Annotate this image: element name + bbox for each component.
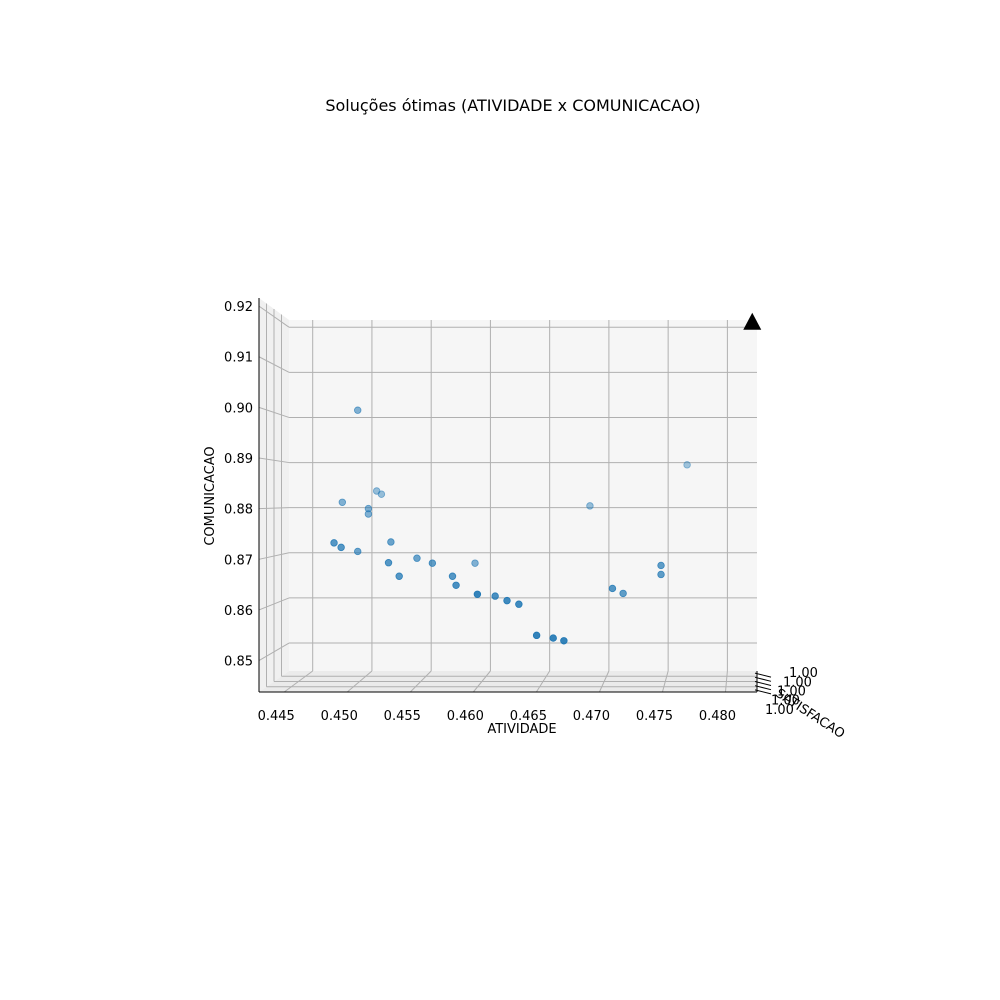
x-tick-label: 0.460: [447, 709, 484, 724]
data-point: [452, 581, 460, 589]
z-tick-label: 1.00: [789, 666, 818, 681]
data-points: [330, 406, 691, 645]
data-point: [448, 572, 457, 580]
data-point: [337, 543, 345, 552]
z-tick-mark: [754, 685, 772, 691]
x-tick-label: 0.455: [384, 709, 421, 724]
data-point: [515, 600, 523, 608]
data-point: [473, 590, 482, 599]
z-tick-labels: 1.001.001.001.001.00: [754, 666, 818, 718]
data-point: [491, 592, 499, 600]
x-tick-label: 0.470: [573, 709, 610, 724]
data-point: [395, 572, 403, 580]
y-tick-label: 0.90: [224, 401, 253, 416]
triangle-marker: [743, 312, 762, 330]
z-tick-mark: [754, 689, 772, 695]
y-tick-labels: 0.85 0.86 0.87 0.88 0.89 0.90 0.91 0.92: [224, 300, 253, 669]
axis-panes: [259, 298, 757, 692]
data-point: [586, 502, 594, 510]
y-tick-label: 0.85: [224, 655, 253, 670]
z-tick-label: 1.00: [783, 675, 812, 690]
data-point: [608, 584, 617, 593]
data-point: [503, 596, 511, 605]
data-point: [330, 539, 338, 547]
z-tick-mark: [754, 676, 772, 682]
y-tick-label: 0.91: [224, 351, 253, 366]
z-tick-label: 1.00: [765, 703, 794, 718]
z-tick-mark: [754, 672, 772, 678]
grid-lines: [258, 303, 757, 693]
z-tick-label: 1.00: [771, 694, 800, 709]
data-point: [384, 559, 393, 567]
data-point: [657, 570, 665, 579]
back-pane: [289, 320, 757, 671]
x-tick-label: 0.445: [258, 709, 295, 724]
data-point: [354, 406, 362, 414]
data-point: [428, 559, 437, 567]
data-point: [354, 547, 362, 556]
x-tick-label: 0.450: [321, 709, 358, 724]
data-point: [413, 554, 421, 562]
y-tick-label: 0.86: [224, 604, 253, 619]
z-tick-mark: [754, 681, 772, 686]
x-tick-labels: 0.445 0.450 0.455 0.460 0.465 0.470 0.475 0.480: [258, 709, 736, 724]
data-point: [471, 559, 479, 567]
y-tick-label: 0.87: [224, 553, 253, 568]
data-point: [532, 631, 541, 640]
chart-title: Soluções ótimas (ATIVIDADE x COMUNICACAO…: [325, 96, 700, 115]
y-tick-label: 0.92: [224, 300, 253, 315]
y-axis-label: COMUNICACAO: [203, 446, 218, 545]
x-axis-label: ATIVIDADE: [487, 722, 556, 737]
data-point: [560, 637, 568, 645]
data-point: [619, 589, 627, 598]
x-tick-label: 0.475: [636, 709, 673, 724]
data-point: [338, 498, 347, 506]
data-point: [549, 634, 557, 642]
data-point: [364, 510, 373, 518]
data-point: [683, 461, 691, 469]
marker-layer: [743, 312, 762, 330]
y-tick-label: 0.88: [224, 503, 253, 518]
data-point: [657, 561, 665, 570]
x-tick-label: 0.480: [699, 709, 736, 724]
data-point: [377, 490, 386, 498]
z-tick-label: 1.00: [777, 685, 806, 700]
y-tick-label: 0.89: [224, 452, 253, 467]
x-tick-label: 0.465: [510, 709, 547, 724]
data-point: [387, 538, 395, 546]
